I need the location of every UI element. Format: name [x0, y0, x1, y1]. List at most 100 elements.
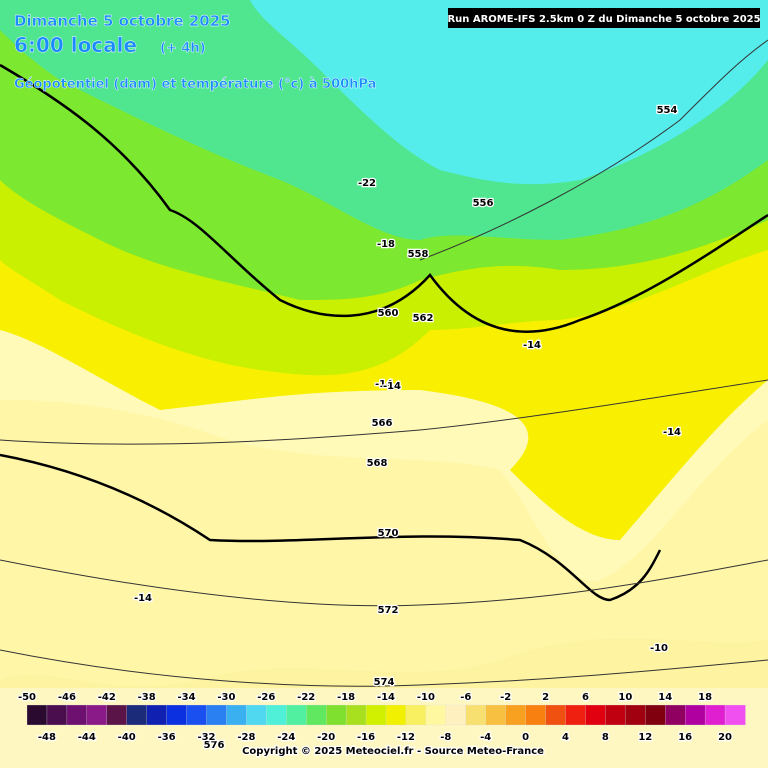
- run: Run AROME-IFS 2.5km 0 Z du Dimanche 5 oc…: [447, 14, 760, 25]
- scale-swatch: [46, 704, 68, 726]
- scale-label-top: -46: [58, 692, 76, 703]
- scale-label-top: 10: [618, 692, 632, 703]
- scale-label-bottom: 4: [562, 732, 569, 743]
- scale-swatch: [605, 704, 626, 726]
- field: Géopotentiel (dam) et température (°c) à…: [14, 77, 376, 92]
- scale-swatch: [385, 704, 407, 726]
- offset: (+ 4h): [160, 41, 206, 56]
- scale-swatch: [445, 704, 467, 726]
- scale-label-bottom: -44: [78, 732, 96, 743]
- contour-label: 562: [413, 313, 434, 324]
- scale-label-bottom: -36: [158, 732, 176, 743]
- scale-swatch: [685, 704, 706, 726]
- run-box: [448, 8, 760, 28]
- scale-swatch: [226, 704, 248, 726]
- scale-label-top: -18: [337, 692, 355, 703]
- contour-label: 576: [204, 740, 225, 751]
- zone-cyan: [250, 0, 768, 185]
- scale-swatch: [425, 704, 447, 726]
- scale-swatch: [365, 704, 387, 726]
- scale-swatch: [86, 704, 108, 726]
- contour-label: -14: [383, 381, 401, 392]
- border-line: [0, 63, 768, 333]
- scale-label-bottom: -32: [197, 732, 215, 743]
- date: Dimanche 5 octobre 2025: [14, 12, 231, 30]
- scale-swatch: [625, 704, 646, 726]
- scale-swatch: [585, 704, 607, 726]
- scale-label-top: -50: [18, 692, 36, 703]
- scale-swatch: [326, 704, 347, 726]
- contours: [0, 39, 768, 687]
- scale-swatch: [405, 704, 427, 726]
- scale-label-bottom: -8: [440, 732, 451, 743]
- scale-swatch: [465, 704, 487, 726]
- scale-label-bottom: 0: [522, 732, 529, 743]
- scale-swatch: [565, 704, 587, 726]
- scale-swatch: [106, 704, 128, 726]
- scale-label-bottom: -4: [480, 732, 491, 743]
- border-line: [0, 453, 662, 602]
- contour-label: -18: [377, 239, 395, 250]
- scale-label-bottom: 16: [678, 732, 692, 743]
- scale-swatch: [724, 704, 746, 726]
- scale-swatch: [286, 704, 307, 726]
- scale-label-top: -6: [460, 692, 471, 703]
- scale-swatch: [645, 704, 666, 726]
- time: 6:00 locale: [14, 33, 137, 57]
- scale-label-bottom: -16: [357, 732, 375, 743]
- contour-label: -14: [523, 340, 541, 351]
- scale-label-bottom: -40: [118, 732, 136, 743]
- contour-label: 554: [657, 105, 678, 116]
- contour-label: -14: [375, 379, 393, 390]
- contour-label: 560: [378, 308, 399, 319]
- scale-swatch: [206, 704, 228, 726]
- scale-label-bottom: -48: [38, 732, 56, 743]
- scale-swatch: [704, 704, 726, 726]
- scale-label-bottom: 8: [602, 732, 609, 743]
- scale-label-top: -30: [217, 692, 235, 703]
- scale-label-top: -38: [138, 692, 156, 703]
- scale-swatch: [505, 704, 527, 726]
- contour-label: 566: [372, 418, 393, 429]
- scale-swatch: [306, 704, 327, 726]
- scale-label-top: -34: [178, 692, 196, 703]
- scale-label-top: 2: [542, 692, 549, 703]
- scale-label-top: 18: [698, 692, 712, 703]
- scale-swatch: [485, 704, 507, 726]
- scale-swatch: [166, 704, 188, 726]
- scale-label-top: -10: [417, 692, 435, 703]
- scale-bg: [0, 688, 768, 768]
- scale-label-bottom: 20: [718, 732, 732, 743]
- scale-label-top: -26: [257, 692, 275, 703]
- scale-label-top: -42: [98, 692, 116, 703]
- contour-label: -10: [650, 643, 668, 654]
- scale-label-top: 6: [582, 692, 589, 703]
- contour-label: 574: [374, 677, 395, 688]
- scale-swatch: [545, 704, 567, 726]
- scale-swatch: [266, 704, 287, 726]
- scale-swatch: [525, 704, 547, 726]
- scale-swatch: [126, 704, 148, 726]
- scale-label-bottom: -28: [237, 732, 255, 743]
- scale-label-top: 14: [658, 692, 672, 703]
- contour-label: -14: [134, 593, 152, 604]
- scale-swatch: [66, 704, 88, 726]
- contour-label: 568: [367, 458, 388, 469]
- scale-swatch: [345, 704, 367, 726]
- scale-swatch: [246, 704, 267, 726]
- contour-label: -14: [663, 427, 681, 438]
- scale-label-bottom: -12: [397, 732, 415, 743]
- scale-label-top: -14: [377, 692, 395, 703]
- contour-label: -22: [358, 178, 376, 189]
- scale-swatch: [146, 704, 168, 726]
- contour-label: 558: [408, 249, 429, 260]
- scale-label-bottom: -24: [277, 732, 295, 743]
- scale-swatch: [665, 704, 686, 726]
- contour-label: 556: [473, 198, 494, 209]
- scale-label-bottom: -20: [317, 732, 335, 743]
- scale-label-top: -2: [500, 692, 511, 703]
- scale-label-top: -22: [297, 692, 315, 703]
- contour-label: 572: [378, 605, 399, 616]
- contour-label: 570: [378, 528, 399, 539]
